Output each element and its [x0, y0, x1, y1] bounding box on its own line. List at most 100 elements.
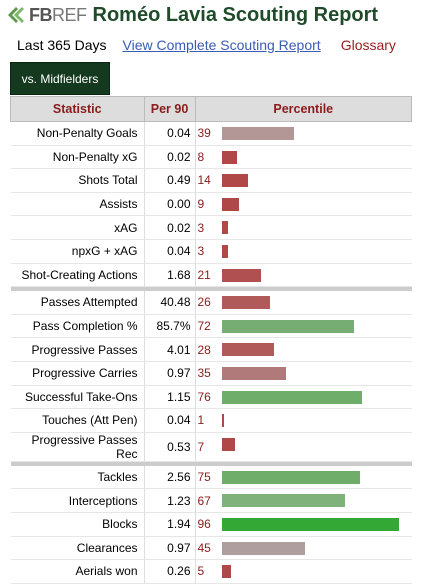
stat-name[interactable]: Interceptions: [10, 488, 145, 513]
header-per90[interactable]: Per 90: [143, 96, 196, 122]
stat-name[interactable]: Touches (Att Pen): [10, 408, 145, 433]
per90-value: 0.02: [144, 145, 196, 170]
percentile-value: 9: [197, 197, 205, 212]
stat-name[interactable]: Non-Penalty Goals: [10, 121, 145, 146]
percentile-bar: [221, 150, 237, 164]
percentile-cell: 39: [195, 121, 412, 146]
percentile-bar: [221, 174, 248, 188]
table-row: npxG + xAG 0.04 3: [10, 239, 412, 264]
percentile-bar: [221, 494, 345, 508]
table-row: xAG 0.02 3: [10, 215, 412, 240]
percentile-bar: [221, 221, 228, 235]
tab-vs-midfielders[interactable]: vs. Midfielders: [10, 62, 110, 95]
percentile-value: 75: [197, 470, 211, 485]
per90-value: 0.00: [144, 192, 196, 217]
per90-value: 85.7%: [144, 314, 196, 339]
percentile-cell: 9: [195, 192, 412, 217]
table-row: Progressive Passes Rec 0.53 7: [10, 432, 412, 462]
stat-name[interactable]: Blocks: [10, 512, 145, 537]
table-row: Clearances 0.97 45: [10, 536, 412, 561]
percentile-value: 45: [197, 540, 211, 555]
stat-name[interactable]: Pass Completion %: [10, 314, 145, 339]
header: FB REF Roméo Lavia Scouting Report: [6, 2, 378, 28]
stat-name[interactable]: Progressive Passes: [10, 337, 145, 362]
table-row: Non-Penalty xG 0.02 8: [10, 145, 412, 170]
stat-name[interactable]: Progressive Carries: [10, 361, 145, 386]
subnav: Last 365 Days View Complete Scouting Rep…: [17, 37, 396, 53]
fbref-logo[interactable]: FB REF: [6, 5, 87, 26]
percentile-value: 1: [197, 413, 205, 428]
percentile-value: 3: [197, 220, 205, 235]
stat-name[interactable]: Shots Total: [10, 168, 145, 193]
percentile-cell: 1: [195, 408, 412, 433]
stat-name[interactable]: Passes Attempted: [10, 291, 145, 315]
fbref-leaf-icon: [8, 7, 24, 23]
percentile-bar: [221, 127, 294, 140]
period-label: Last 365 Days: [17, 37, 107, 53]
table-row: Pass Completion % 85.7% 72: [10, 314, 412, 339]
table-row: Shot-Creating Actions 1.68 21: [10, 263, 412, 288]
stat-name[interactable]: Clearances: [10, 536, 145, 561]
percentile-value: 76: [197, 389, 211, 404]
percentile-bar: [221, 414, 224, 428]
separator-cell: [10, 286, 412, 292]
logo-ref-text: REF: [52, 4, 87, 25]
group-separator: [10, 461, 412, 466]
percentile-value: 8: [197, 149, 205, 164]
page-title: Roméo Lavia Scouting Report: [92, 3, 379, 26]
per90-value: 4.01: [144, 337, 196, 362]
percentile-bar: [221, 244, 228, 258]
stat-name[interactable]: Aerials won: [10, 559, 145, 584]
percentile-bar: [221, 541, 305, 555]
table-row: Touches (Att Pen) 0.04 1: [10, 408, 412, 433]
percentile-bar: [221, 296, 270, 310]
stat-name[interactable]: xAG: [10, 215, 145, 240]
percentile-bar: [221, 343, 274, 357]
percentile-cell: 5: [195, 559, 412, 584]
percentile-cell: 7: [195, 432, 412, 462]
header-percentile[interactable]: Percentile: [194, 96, 412, 122]
per90-value: 1.15: [144, 385, 196, 410]
percentile-value: 67: [197, 493, 211, 508]
percentile-cell: 76: [195, 385, 412, 410]
percentile-cell: 35: [195, 361, 412, 386]
per90-value: 0.49: [144, 168, 196, 193]
percentile-cell: 28: [195, 337, 412, 362]
complete-report-link[interactable]: View Complete Scouting Report: [122, 37, 321, 53]
percentile-value: 96: [197, 517, 211, 532]
percentile-bar: [221, 470, 360, 484]
per90-value: 40.48: [144, 291, 196, 315]
stat-name[interactable]: Assists: [10, 192, 145, 217]
per90-value: 0.02: [144, 215, 196, 240]
percentile-value: 28: [197, 342, 211, 357]
stat-name[interactable]: Shot-Creating Actions: [10, 263, 145, 288]
percentile-cell: 14: [195, 168, 412, 193]
percentile-value: 39: [197, 126, 211, 141]
table-body: Non-Penalty Goals 0.04 39 Non-Penalty xG 0.0…: [10, 121, 412, 584]
stat-name[interactable]: npxG + xAG: [10, 239, 145, 264]
per90-value: 1.94: [144, 512, 196, 537]
percentile-bar: [221, 437, 235, 451]
percentile-cell: 75: [195, 465, 412, 490]
stat-name[interactable]: Successful Take-Ons: [10, 385, 145, 410]
per90-value: 0.26: [144, 559, 196, 584]
glossary-link[interactable]: Glossary: [340, 37, 396, 53]
header-statistic[interactable]: Statistic: [10, 96, 145, 122]
percentile-cell: 26: [195, 291, 412, 315]
percentile-cell: 3: [195, 239, 412, 264]
percentile-bar: [221, 565, 231, 579]
table-row: Successful Take-Ons 1.15 76: [10, 385, 412, 410]
per90-value: 0.53: [144, 432, 196, 462]
per90-value: 0.04: [144, 121, 196, 146]
percentile-value: 21: [197, 267, 211, 282]
percentile-value: 72: [197, 319, 211, 334]
per90-value: 2.56: [144, 465, 196, 490]
table-row: Tackles 2.56 75: [10, 465, 412, 490]
stat-name[interactable]: Tackles: [10, 465, 145, 490]
percentile-value: 14: [197, 173, 211, 188]
stat-name[interactable]: Progressive Passes Rec: [10, 432, 145, 462]
percentile-value: 35: [197, 366, 211, 381]
stat-name[interactable]: Non-Penalty xG: [10, 145, 145, 170]
percentile-bar: [221, 268, 261, 282]
percentile-cell: 67: [195, 488, 412, 513]
